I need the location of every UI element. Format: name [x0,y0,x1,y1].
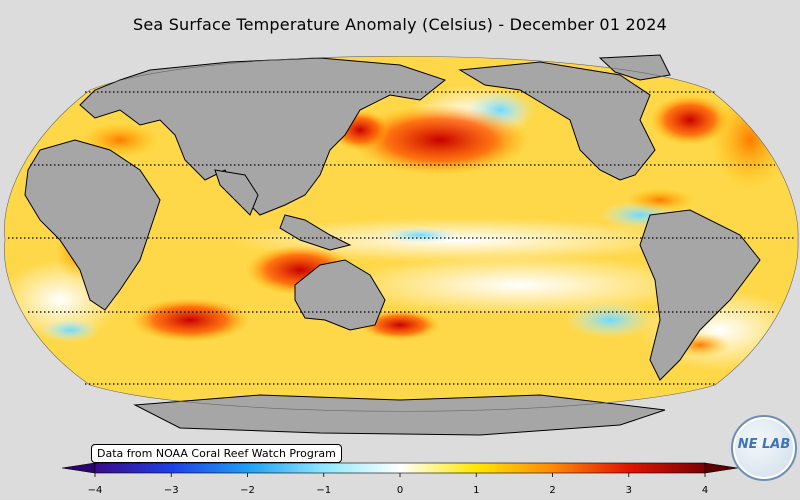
colorbar-tick-label: 3 [626,485,632,496]
india-landmass [214,169,259,216]
globe-lab-logo-icon: NE LAB [731,415,797,481]
colorbar-tick-label: 1 [473,485,479,496]
data-credit-box: Data from NOAA Coral Reef Watch Program [91,444,342,463]
colorbar-tick-label: 2 [549,485,555,496]
colorbar-ticks: −4 −3 −2 −1 0 1 2 3 4 [88,473,708,496]
colorbar-gradient [94,462,706,474]
land-masses [24,54,761,436]
greenland-landmass [598,54,671,81]
colorbar-tick-label: −4 [88,485,103,496]
map-title: Sea Surface Temperature Anomaly (Celsius… [133,15,667,34]
map-outline [4,55,799,412]
colorbar-extend-min [61,462,96,474]
colorbar-tick-label: −3 [164,485,179,496]
colorbar: −4 −3 −2 −1 0 1 2 3 4 [61,462,739,496]
colorbar-tick-label: 4 [702,485,708,496]
colorbar-tick-label: 0 [397,485,403,496]
colorbar-extend-max [704,462,739,474]
eurasia-landmass [79,57,447,216]
maritime-asia-landmass [279,214,352,251]
south-america-landmass [639,209,761,381]
colorbar-tick-label: −1 [316,485,331,496]
logo-text: NE LAB [737,437,791,452]
latitude-lines [8,91,795,385]
colorbar-tick-label: −2 [240,485,255,496]
antarctica-landmass [133,394,666,436]
africa-landmass [24,139,161,311]
